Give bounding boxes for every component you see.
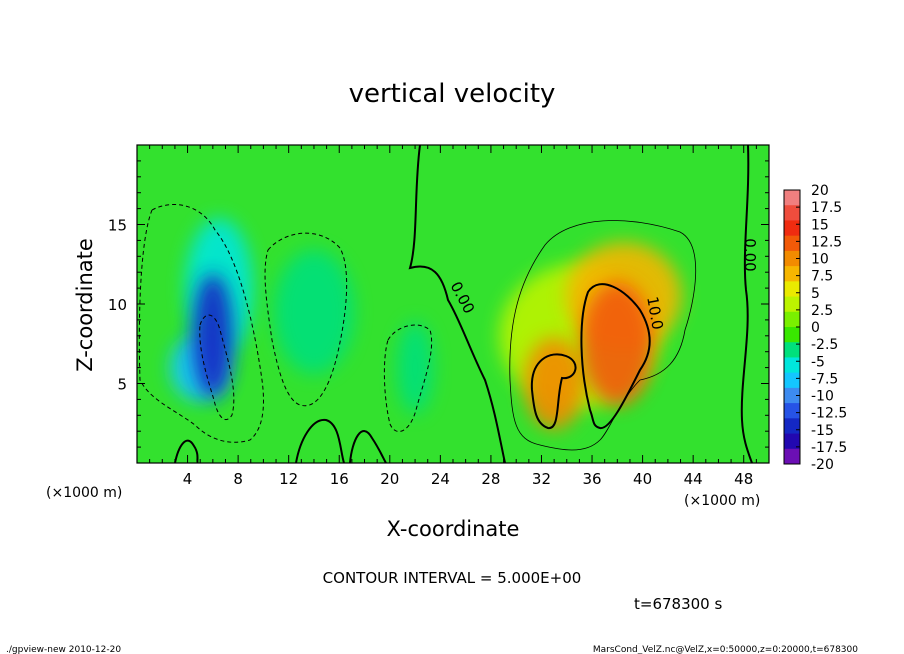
colorbar-segment-5 — [784, 266, 800, 282]
colorbar-label-5: 7.5 — [811, 269, 833, 285]
colorbar-segment-8 — [784, 311, 800, 328]
field-feature-8 — [192, 273, 233, 398]
colorbar-label-0: 20 — [811, 183, 829, 199]
contour-zero-bottom-3 — [349, 430, 387, 463]
colorbar-label-10: -5 — [811, 354, 825, 370]
contour-zero-right — [740, 145, 753, 463]
y-tick-label-1: 10 — [108, 296, 127, 314]
colorbar-label-6: 5 — [811, 286, 820, 302]
x-tick-label-6: 28 — [481, 470, 500, 488]
colorbar-segment-14 — [784, 403, 800, 419]
contour-zero-bottom-2 — [295, 418, 345, 463]
colorbar-label-7: 2.5 — [811, 303, 833, 319]
x-tick-label-9: 40 — [633, 470, 652, 488]
field-feature-6 — [524, 337, 585, 430]
colorbar-segment-2 — [784, 220, 800, 237]
x-tick-label-5: 24 — [431, 470, 450, 488]
colorbar-label-1: 17.5 — [811, 200, 842, 216]
colorbar-segment-4 — [784, 250, 800, 267]
contour-neg-right — [383, 324, 433, 433]
y-tick-label-0: 5 — [117, 376, 127, 394]
colorbar-label-4: 10 — [811, 252, 829, 268]
contour-lines — [138, 145, 753, 463]
footer-left: ./gpview-new 2010-12-20 — [6, 645, 121, 654]
colorbar-segment-17 — [784, 448, 800, 465]
colorbar-segment-7 — [784, 296, 800, 313]
contour-neg-core — [199, 314, 235, 420]
colorbar-segment-9 — [784, 327, 800, 343]
velocity-field — [170, 218, 682, 430]
x-tick-label-2: 12 — [279, 470, 298, 488]
colorbar-label-3: 12.5 — [811, 234, 842, 250]
contour-zero-left — [408, 145, 506, 463]
colorbar-label-2: 15 — [811, 217, 829, 233]
field-feature-0 — [273, 249, 354, 374]
colorbar-label-16: -20 — [811, 457, 834, 473]
colorbar-segment-10 — [784, 342, 800, 358]
footer-right: MarsCond_VelZ.nc@VelZ,x=0:50000,z=0:2000… — [593, 645, 858, 654]
x-axis-ticks: 4 8 12 16 20 24 28 32 36 40 44 48 — [149, 145, 757, 488]
colorbar-segment-3 — [784, 235, 800, 252]
x-tick-label-0: 4 — [183, 470, 193, 488]
x-tick-label-7: 32 — [532, 470, 551, 488]
contour-label-2: 10.0 — [643, 295, 667, 331]
y-axis-label: Z-coordinate — [73, 238, 97, 372]
colorbar-segment-6 — [784, 281, 800, 297]
colorbar-label-15: -17.5 — [811, 440, 847, 456]
y-tick-label-2: 15 — [108, 217, 127, 235]
contour-zero-bottom-1 — [174, 439, 199, 463]
colorbar-segment-0 — [784, 190, 800, 206]
colorbar-label-8: 0 — [811, 320, 820, 336]
x-axis-label: X-coordinate — [387, 517, 520, 541]
colorbar-label-13: -12.5 — [811, 406, 847, 422]
x-unit-label: (×1000 m) — [684, 493, 760, 509]
chart-title: vertical velocity — [349, 79, 556, 109]
x-tick-label-8: 36 — [582, 470, 601, 488]
z-unit-label: (×1000 m) — [46, 485, 122, 501]
contour-label-1: 0.00 — [741, 238, 759, 271]
x-tick-label-10: 44 — [684, 470, 703, 488]
colorbar-label-9: -2.5 — [811, 337, 838, 353]
colorbar-segment-13 — [784, 387, 800, 404]
colorbar-segment-15 — [784, 418, 800, 434]
y-axis-ticks: 5 10 15 — [108, 160, 769, 448]
colorbar-label-11: -7.5 — [811, 371, 838, 387]
colorbar-label-12: -10 — [811, 389, 834, 405]
field-feature-1 — [397, 321, 434, 414]
colorbar-segment-1 — [784, 205, 800, 221]
field-feature-7 — [581, 281, 654, 406]
colorbar-label-14: -15 — [811, 423, 834, 439]
x-tick-label-1: 8 — [233, 470, 243, 488]
time-label: t=678300 s — [634, 595, 722, 613]
colorbar-segment-16 — [784, 433, 800, 450]
x-tick-label-11: 48 — [734, 470, 753, 488]
contour-ten-upper — [580, 283, 651, 429]
contour-interval-text: CONTOUR INTERVAL = 5.000E+00 — [323, 569, 582, 587]
colorbar-segment-12 — [784, 372, 800, 389]
x-tick-label-3: 16 — [330, 470, 349, 488]
contour-neg-mid — [264, 232, 348, 407]
contour-neg-left — [138, 204, 264, 443]
contour-ten-lower — [530, 353, 577, 429]
contour-five — [509, 220, 697, 451]
colorbar-segment-11 — [784, 357, 800, 374]
x-tick-label-4: 20 — [380, 470, 399, 488]
